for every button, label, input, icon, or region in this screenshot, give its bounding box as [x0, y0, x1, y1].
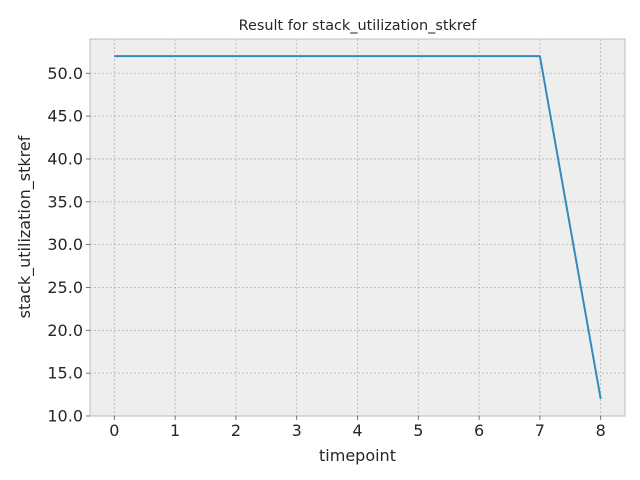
y-axis-ticks: 10.0 15.0 20.0 25.0 30.0 35.0 40.0 45.0 50.0: [47, 64, 90, 426]
x-tick-label: 7: [535, 421, 545, 440]
chart-title: Result for stack_utilization_stkref: [239, 18, 478, 34]
x-tick-label: 6: [474, 421, 484, 440]
y-axis-label: stack_utilization_stkref: [15, 135, 35, 318]
x-tick-label: 2: [231, 421, 241, 440]
x-tick-label: 5: [413, 421, 423, 440]
x-axis-label: timepoint: [319, 446, 396, 465]
series-line: [114, 55, 602, 400]
grid: [90, 39, 625, 417]
y-tick-label: 40.0: [47, 149, 83, 168]
x-axis-ticks: 0 1 2 3 4 5 6 7 8: [109, 416, 606, 440]
x-tick-label: 3: [292, 421, 302, 440]
y-tick-label: 10.0: [47, 407, 83, 426]
series-layer: [114, 55, 602, 400]
y-tick-label: 25.0: [47, 278, 83, 297]
y-tick-label: 45.0: [47, 107, 83, 126]
y-tick-label: 50.0: [47, 64, 83, 83]
x-tick-label: 8: [596, 421, 606, 440]
x-tick-label: 0: [109, 421, 119, 440]
y-tick-label: 35.0: [47, 192, 83, 211]
x-tick-label: 1: [170, 421, 180, 440]
x-tick-label: 4: [352, 421, 362, 440]
y-tick-label: 20.0: [47, 321, 83, 340]
y-tick-label: 15.0: [47, 364, 83, 383]
y-tick-label: 30.0: [47, 235, 83, 254]
